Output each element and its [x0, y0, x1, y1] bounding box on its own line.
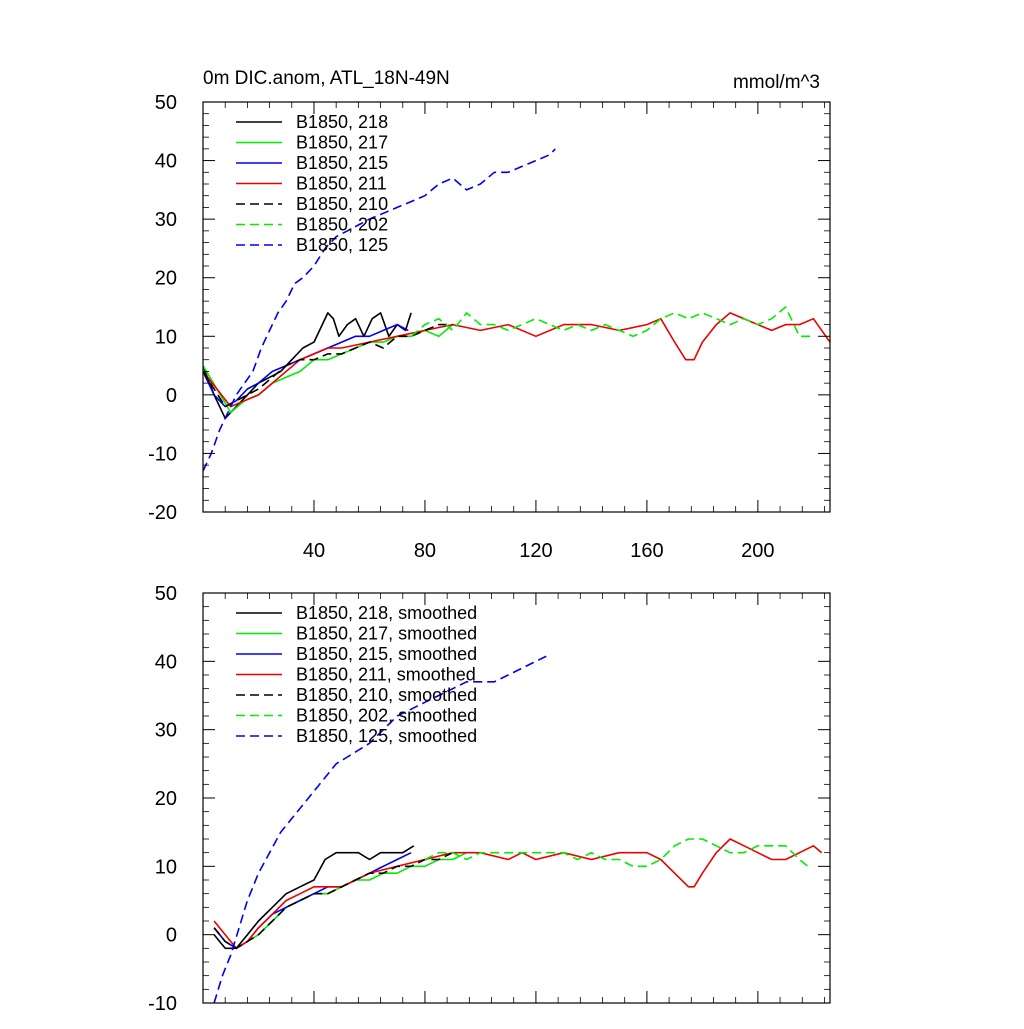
legend-label-6: B1850, 202	[296, 215, 388, 235]
y-tick-label: 50	[155, 583, 177, 605]
y-tick-label: 20	[155, 788, 177, 810]
legend-label-4: B1850, 211	[296, 174, 387, 194]
legend-label-1: B1850, 218, smoothed	[296, 603, 477, 623]
series-line-2	[213, 851, 467, 950]
y-tick-label: -10	[148, 443, 177, 465]
x-tick-label: 40	[303, 540, 325, 562]
x-tick-label: 120	[519, 540, 552, 562]
series-line-4	[213, 838, 823, 950]
series-line-7	[213, 653, 551, 1003]
legend-label-2: B1850, 217, smoothed	[296, 624, 477, 644]
legend-label-5: B1850, 210	[296, 194, 388, 214]
x-tick-label: 160	[630, 540, 663, 562]
series-line-3	[203, 323, 409, 408]
legend-label-2: B1850, 217	[296, 133, 388, 153]
figure-title-right: mmol/m^3	[733, 72, 820, 93]
legend-label-6: B1850, 202, smoothed	[296, 706, 477, 726]
legend-label-7: B1850, 125, smoothed	[296, 726, 477, 746]
y-tick-label: 40	[155, 651, 177, 673]
y-tick-label: 0	[166, 925, 177, 947]
panel-top: -20 -10 0 10 20 30 40 50 40 80 120 160 200 B1850, 218…	[148, 92, 831, 562]
legend-label-3: B1850, 215, smoothed	[296, 644, 477, 664]
legend-label-3: B1850, 215	[296, 153, 388, 173]
series-line-5	[203, 323, 453, 408]
series-line-7	[203, 148, 556, 472]
series-line-5	[213, 851, 454, 950]
y-tick-label: 50	[155, 92, 177, 114]
y-tick-label: 0	[166, 385, 177, 407]
y-tick-label: 20	[155, 268, 177, 290]
series-lines	[203, 148, 830, 472]
figure-title-left: 0m DIC.anom, ATL_18N-49N	[203, 68, 450, 89]
legend-label-1: B1850, 218	[296, 112, 388, 132]
x-tick-label: 80	[414, 540, 436, 562]
legend-label-4: B1850, 211, smoothed	[296, 665, 476, 685]
y-tick-label: 10	[155, 326, 177, 348]
y-tick-label: 40	[155, 151, 177, 173]
series-line-1	[203, 312, 412, 420]
y-tick-label: 30	[155, 720, 177, 742]
series-line-6	[410, 306, 814, 338]
y-tick-label: -10	[148, 993, 177, 1015]
x-tick-label: 200	[741, 540, 774, 562]
y-tick-label: -20	[148, 502, 177, 524]
legend-label-7: B1850, 125	[296, 235, 388, 255]
plot-frame	[202, 101, 831, 513]
y-tick-label: 10	[155, 856, 177, 878]
y-tick-label: 30	[155, 209, 177, 231]
series-line-1	[213, 845, 415, 950]
series-line-6	[424, 838, 809, 868]
series-line-3	[213, 851, 412, 950]
legend-label-5: B1850, 210, smoothed	[296, 685, 477, 705]
series-lines	[213, 653, 823, 1003]
